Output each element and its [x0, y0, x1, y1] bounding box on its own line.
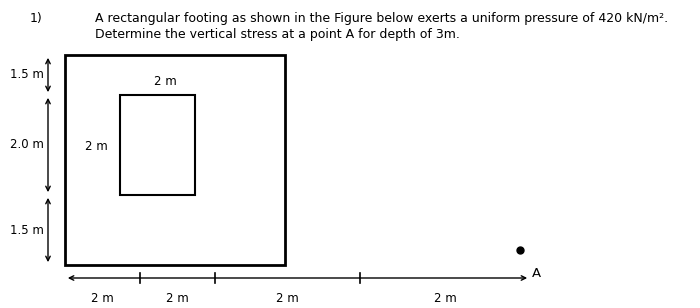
Text: 2 m: 2 m [166, 292, 188, 305]
Text: 2 m: 2 m [433, 292, 456, 305]
Bar [65, 55, 285, 265]
Bar [120, 95, 195, 195]
Text: 1.5 m: 1.5 m [10, 68, 44, 82]
Text: 2 m: 2 m [85, 140, 108, 153]
Text: A rectangular footing as shown in the Figure below exerts a uniform pressure of : A rectangular footing as shown in the Fi… [95, 12, 668, 25]
Text: 2.0 m: 2.0 m [10, 139, 44, 152]
Text: 1.5 m: 1.5 m [10, 224, 44, 237]
Text: 2 m: 2 m [153, 75, 176, 88]
Text: Determine the vertical stress at a point A for depth of 3m.: Determine the vertical stress at a point… [95, 28, 460, 41]
Text: 2 m: 2 m [276, 292, 298, 305]
Text: A: A [532, 267, 541, 280]
Text: 2 m: 2 m [90, 292, 113, 305]
Text: 1): 1) [30, 12, 43, 25]
